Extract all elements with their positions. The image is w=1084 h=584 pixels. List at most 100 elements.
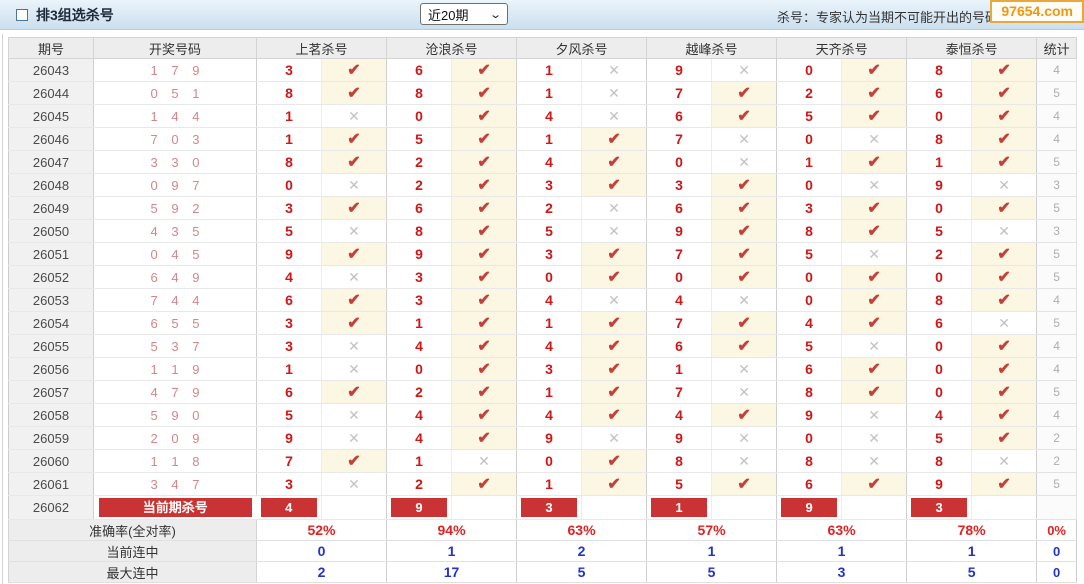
check-icon: ✔: [477, 269, 491, 286]
kill-mark-cell: ✔: [321, 449, 388, 473]
kill-number-cell: 0: [906, 334, 973, 358]
section-checkbox[interactable]: [16, 8, 28, 21]
kill-number-cell: 2: [906, 242, 973, 266]
stat-cell: 5: [1036, 380, 1078, 404]
kill-number-cell: 2: [776, 81, 843, 105]
current-kill-cell: 4: [256, 495, 322, 520]
check-icon: ✔: [347, 131, 361, 148]
check-icon: ✔: [997, 85, 1011, 102]
summary-value-cell: 2: [516, 540, 648, 562]
table-row: 26052 6 4 9 4 ✕ 3 ✔ 0 ✔ 0 ✔ 0 ✔ 0 ✔ 5: [8, 265, 1078, 289]
kill-number-cell: 0: [516, 265, 583, 289]
summary-value-cell: 63%: [516, 519, 648, 541]
check-icon: ✔: [867, 85, 881, 102]
stat-cell: 4: [1036, 288, 1078, 312]
kill-mark-cell: ✔: [451, 311, 518, 335]
cross-icon: ✕: [348, 475, 360, 492]
draw-numbers-cell: 1 1 9: [93, 357, 257, 381]
kill-number-cell: 0: [776, 288, 843, 312]
check-icon: ✔: [867, 223, 881, 240]
kill-number-cell: 6: [386, 196, 453, 220]
period-cell: 26051: [8, 242, 94, 266]
kill-mark-cell: ✕: [711, 449, 778, 473]
check-icon: ✔: [477, 177, 491, 194]
kill-mark-cell: ✕: [451, 449, 518, 473]
kill-mark-cell: ✔: [451, 219, 518, 243]
check-icon: ✔: [867, 476, 881, 493]
kill-number-cell: 9: [776, 403, 843, 427]
kill-mark-cell: ✔: [841, 219, 908, 243]
cross-icon: ✕: [348, 107, 360, 124]
kill-number-cell: 7: [256, 449, 322, 473]
kill-mark-cell: ✔: [581, 357, 648, 381]
check-icon: ✔: [867, 384, 881, 401]
check-icon: ✔: [607, 361, 621, 378]
kill-mark-cell: ✔: [711, 311, 778, 335]
period-cell: 26060: [8, 449, 94, 473]
summary-value-cell: 57%: [646, 519, 778, 541]
kill-number-cell: 3: [516, 357, 583, 381]
kill-number-cell: 8: [776, 449, 843, 473]
kill-mark-cell: ✔: [451, 196, 518, 220]
kill-number-cell: 9: [516, 426, 583, 450]
kill-number-cell: 1: [646, 357, 713, 381]
kill-mark-cell: ✔: [581, 380, 648, 404]
check-icon: ✔: [477, 223, 491, 240]
kill-number-cell: 5: [516, 219, 583, 243]
kill-number-cell: 8: [906, 58, 973, 82]
current-kill-number: 1: [651, 498, 708, 517]
summary-value-cell: 1: [906, 540, 1038, 562]
draw-numbers-cell: 1 1 8: [93, 449, 257, 473]
kill-mark-cell: ✔: [711, 173, 778, 197]
site-watermark-badge[interactable]: 97654.com: [990, 0, 1084, 23]
kill-number-cell: 5: [386, 127, 453, 151]
kill-mark-cell: ✕: [971, 173, 1038, 197]
check-icon: ✔: [737, 476, 751, 493]
summary-value-cell: 2: [256, 561, 388, 583]
kill-mark-cell: ✕: [581, 219, 648, 243]
kill-mark-cell: ✔: [321, 242, 388, 266]
kill-mark-cell: ✔: [971, 81, 1038, 105]
kill-mark-cell: ✕: [971, 449, 1038, 473]
summary-row: 准确率(全对率) 52% 94% 63% 57% 63% 78% 0%: [8, 519, 1077, 541]
kill-mark-cell: ✔: [711, 265, 778, 289]
column-header-5: 越峰杀号: [646, 37, 778, 59]
check-icon: ✔: [477, 476, 491, 493]
check-icon: ✔: [737, 338, 751, 355]
kill-mark-cell: [841, 495, 908, 520]
kill-number-cell: 4: [386, 403, 453, 427]
period-range-select[interactable]: 近20期 ⌄: [420, 3, 508, 25]
kill-mark-cell: [581, 495, 648, 520]
check-icon: ✔: [997, 430, 1011, 447]
summary-value-cell: 78%: [906, 519, 1038, 541]
kill-number-cell: 5: [906, 426, 973, 450]
kill-number-cell: 0: [906, 265, 973, 289]
kill-number-cell: 0: [776, 173, 843, 197]
kill-mark-cell: ✔: [451, 357, 518, 381]
kill-mark-cell: ✔: [841, 81, 908, 105]
kill-mark-cell: ✔: [971, 334, 1038, 358]
cross-icon: ✕: [608, 291, 620, 308]
period-cell: 26052: [8, 265, 94, 289]
kill-mark-cell: ✔: [321, 288, 388, 312]
kill-table-wrap: 期号 开奖号码 上茗杀号 沧浪杀号 夕风杀号 越峰杀号 天齐杀号 泰恒杀号 统计 26043 1 …: [8, 37, 1078, 583]
draw-numbers-cell: 1 4 4: [93, 104, 257, 128]
kill-mark-cell: [451, 495, 518, 520]
kill-mark-cell: ✔: [971, 265, 1038, 289]
column-header-0: 期号: [8, 37, 94, 59]
kill-number-cell: 6: [386, 58, 453, 82]
cross-icon: ✕: [478, 452, 490, 469]
cross-icon: ✕: [608, 61, 620, 78]
kill-number-cell: 1: [516, 380, 583, 404]
kill-mark-cell: ✔: [971, 426, 1038, 450]
kill-number-cell: 0: [776, 127, 843, 151]
kill-number-cell: 8: [906, 127, 973, 151]
draw-numbers-cell: 7 0 3: [93, 127, 257, 151]
summary-value-cell: 17: [386, 561, 518, 583]
cross-icon: ✕: [348, 360, 360, 377]
kill-mark-cell: ✔: [581, 150, 648, 174]
cross-icon: ✕: [608, 199, 620, 216]
kill-mark-cell: ✔: [451, 173, 518, 197]
check-icon: ✔: [867, 154, 881, 171]
kill-mark-cell: ✔: [451, 265, 518, 289]
